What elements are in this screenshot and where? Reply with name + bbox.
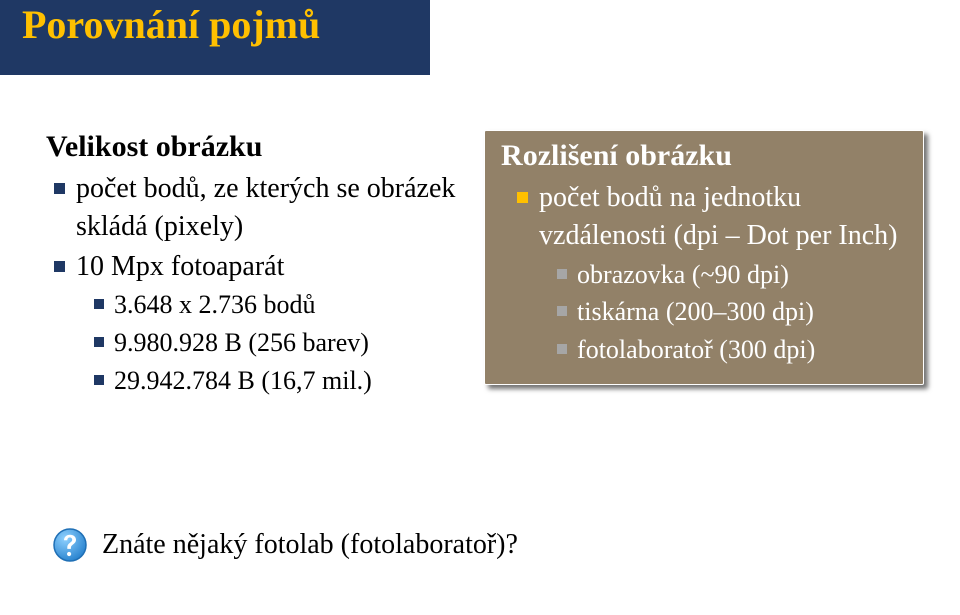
slide-title: Porovnání pojmů [22,2,320,48]
left-column: Velikost obrázku počet bodů, ze kterých … [36,130,480,401]
right-heading: Rozlišení obrázku [501,139,909,173]
list-item-label: obrazovka (~90 dpi) [577,260,789,289]
slide: Porovnání pojmů Velikost obrázku počet b… [0,0,960,615]
list-item-label: 10 Mpx fotoaparát [76,251,284,282]
left-list: počet bodů, ze kterých se obrázek skládá… [36,170,466,399]
list-item: obrazovka (~90 dpi) [551,257,909,293]
list-item-label: 9.980.928 B (256 barev) [114,328,369,357]
list-item-label: fotolaboratoř (300 dpi) [577,335,815,364]
list-item: 3.648 x 2.736 bodů [88,287,466,323]
question-row: Znáte nějaký fotolab (fotolaboratoř)? [52,527,518,563]
left-heading: Velikost obrázku [46,130,466,164]
list-item: počet bodů na jednotku vzdálenosti (dpi … [511,179,909,368]
list-item: počet bodů, ze kterých se obrázek skládá… [48,170,466,246]
right-sublist: obrazovka (~90 dpi) tiskárna (200–300 dp… [539,257,909,369]
list-item-label: počet bodů na jednotku vzdálenosti (dpi … [539,182,897,251]
list-item: fotolaboratoř (300 dpi) [551,332,909,368]
list-item: 9.980.928 B (256 barev) [88,325,466,361]
list-item-label: 29.942.784 B (16,7 mil.) [114,366,372,395]
content-columns: Velikost obrázku počet bodů, ze kterých … [0,75,960,401]
right-panel: Rozlišení obrázku počet bodů na jednotku… [484,130,924,385]
question-text: Znáte nějaký fotolab (fotolaboratoř)? [102,529,518,561]
right-column: Rozlišení obrázku počet bodů na jednotku… [480,130,924,401]
right-list: počet bodů na jednotku vzdálenosti (dpi … [499,179,909,368]
title-bar: Porovnání pojmů [0,0,430,75]
left-sublist: 3.648 x 2.736 bodů 9.980.928 B (256 bare… [76,287,466,399]
help-icon [52,527,88,563]
list-item: 10 Mpx fotoaparát 3.648 x 2.736 bodů 9.9… [48,248,466,399]
list-item-label: 3.648 x 2.736 bodů [114,290,316,319]
list-item-label: počet bodů, ze kterých se obrázek skládá… [76,173,455,242]
list-item: 29.942.784 B (16,7 mil.) [88,363,466,399]
list-item: tiskárna (200–300 dpi) [551,294,909,330]
list-item-label: tiskárna (200–300 dpi) [577,297,814,326]
